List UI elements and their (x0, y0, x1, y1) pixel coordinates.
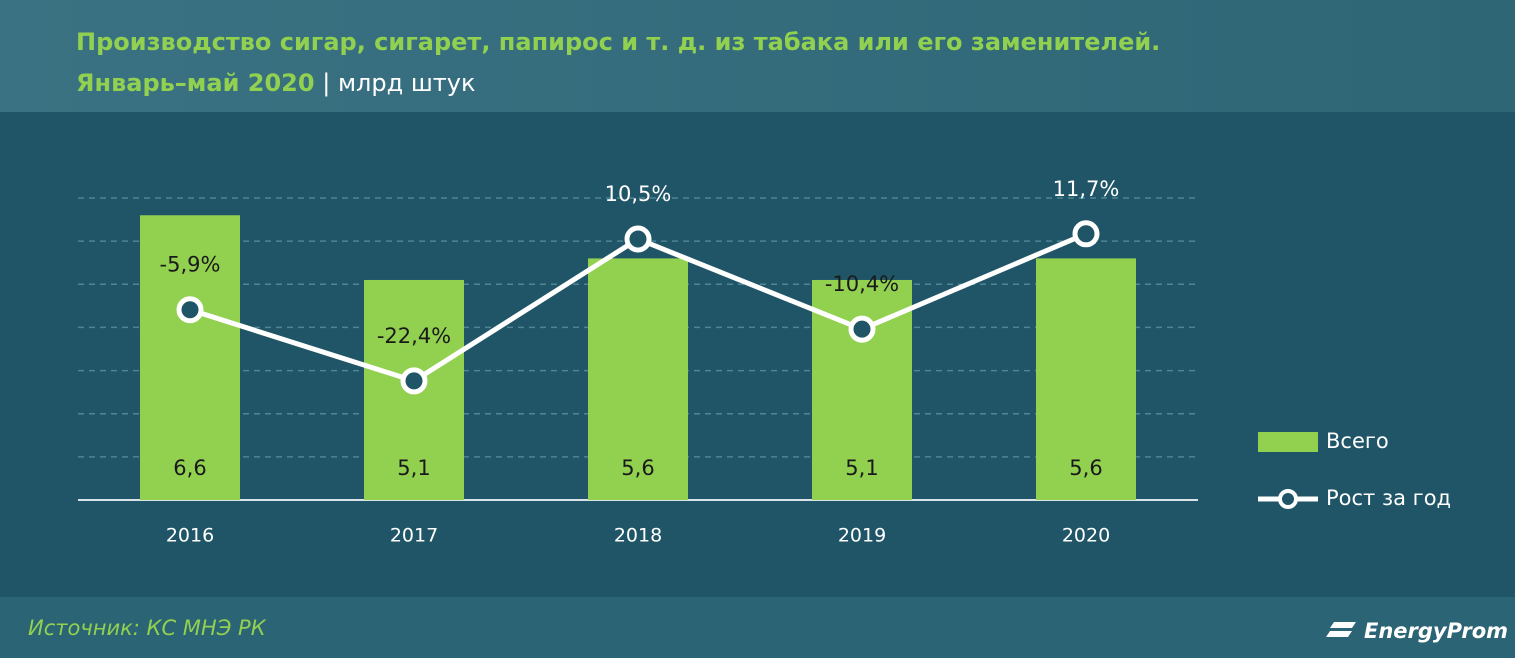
subtitle: Январь–май 2020 (76, 69, 315, 97)
line-value-label: 10,5% (605, 182, 672, 206)
brand: EnergyProm (1364, 619, 1508, 643)
bar-value-label: 5,6 (621, 456, 654, 480)
separator: | (315, 69, 338, 97)
legend-swatch-point (1278, 489, 1298, 509)
line-point (1072, 220, 1100, 248)
line-value-label: -5,9% (160, 253, 221, 277)
bar (1036, 258, 1136, 500)
chart-title: Производство сигар, сигарет, папирос и т… (76, 28, 1160, 56)
x-tick-label: 2016 (166, 525, 214, 547)
header (0, 0, 1515, 112)
bar-value-label: 6,6 (173, 456, 206, 480)
brand-icon (1326, 622, 1356, 637)
bar-value-label: 5,1 (397, 456, 430, 480)
legend-label: Рост за год (1326, 486, 1451, 510)
line-point (848, 315, 876, 343)
line-value-label: -22,4% (377, 324, 451, 348)
bar (140, 215, 240, 500)
bar-value-label: 5,6 (1069, 456, 1102, 480)
x-tick-label: 2020 (1062, 525, 1110, 547)
unit: млрд штук (338, 69, 476, 97)
footer (0, 597, 1515, 658)
subtitle-line: Январь–май 2020 | млрд штук (76, 69, 475, 97)
x-tick-label: 2019 (838, 525, 886, 547)
line-point (624, 225, 652, 253)
line-point (176, 296, 204, 324)
x-tick-label: 2017 (390, 525, 438, 547)
source: Источник: КС МНЭ РК (28, 616, 267, 640)
legend-swatch (1258, 432, 1318, 452)
line-point (400, 367, 428, 395)
line-value-label: -10,4% (825, 272, 899, 296)
x-tick-label: 2018 (614, 525, 662, 547)
line-value-label: 11,7% (1053, 177, 1120, 201)
bar (588, 258, 688, 500)
bar-value-label: 5,1 (845, 456, 878, 480)
legend-label: Всего (1326, 429, 1389, 453)
